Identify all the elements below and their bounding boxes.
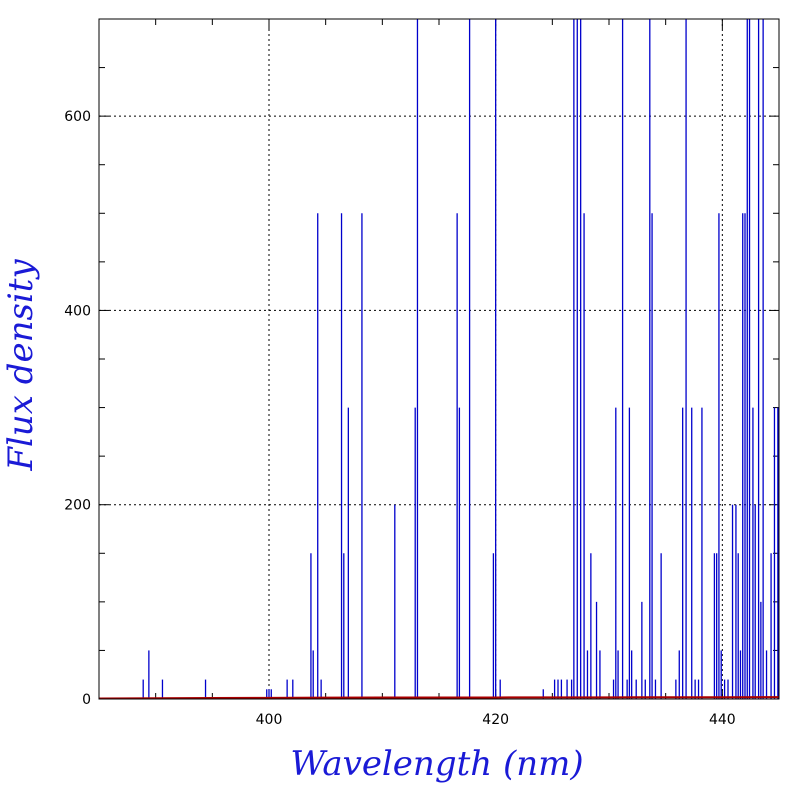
x-tick-label: 400 xyxy=(256,712,283,728)
tick-labels: 400 420 440 0 200 400 600 xyxy=(64,109,735,728)
y-tick-label: 0 xyxy=(82,692,91,708)
y-tick-label: 200 xyxy=(64,498,91,514)
x-axis-title: Wavelength (nm) xyxy=(290,744,583,784)
y-axis-title: Flux density xyxy=(1,259,41,472)
x-tick-label: 420 xyxy=(482,712,509,728)
plot-series xyxy=(98,19,780,700)
plot-frame xyxy=(98,18,780,700)
grid xyxy=(99,19,779,699)
y-tick-label: 400 xyxy=(64,303,91,319)
x-tick-label: 440 xyxy=(709,712,736,728)
axis-ticks xyxy=(98,18,780,700)
continuum-line xyxy=(98,696,780,700)
y-tick-label: 600 xyxy=(64,109,91,125)
